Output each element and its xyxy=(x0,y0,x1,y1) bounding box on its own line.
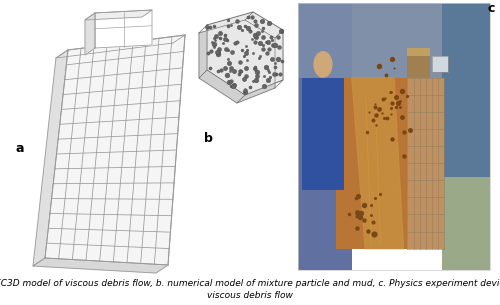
Polygon shape xyxy=(45,35,185,265)
Bar xyxy=(442,177,490,270)
Text: a: a xyxy=(16,142,24,155)
Text: a. PFC3D model of viscous debris flow, b. numerical model of mixture particle an: a. PFC3D model of viscous debris flow, b… xyxy=(0,278,500,288)
Polygon shape xyxy=(85,13,95,55)
Polygon shape xyxy=(352,78,404,249)
Bar xyxy=(298,78,352,270)
Bar xyxy=(298,3,490,78)
Polygon shape xyxy=(33,258,168,273)
Bar xyxy=(298,3,352,78)
Ellipse shape xyxy=(314,51,332,78)
Bar xyxy=(408,48,430,56)
Bar xyxy=(432,56,448,72)
Text: b: b xyxy=(204,131,212,145)
Bar xyxy=(302,78,344,190)
Bar xyxy=(408,78,444,249)
Polygon shape xyxy=(95,10,152,48)
Polygon shape xyxy=(207,12,283,95)
Bar xyxy=(336,78,444,249)
Polygon shape xyxy=(33,50,68,266)
Polygon shape xyxy=(199,20,275,103)
Bar xyxy=(298,3,490,270)
Bar xyxy=(442,3,490,177)
Polygon shape xyxy=(85,10,152,20)
Text: viscous debris flow: viscous debris flow xyxy=(207,292,293,300)
Bar xyxy=(408,56,430,78)
Text: c: c xyxy=(488,2,494,15)
